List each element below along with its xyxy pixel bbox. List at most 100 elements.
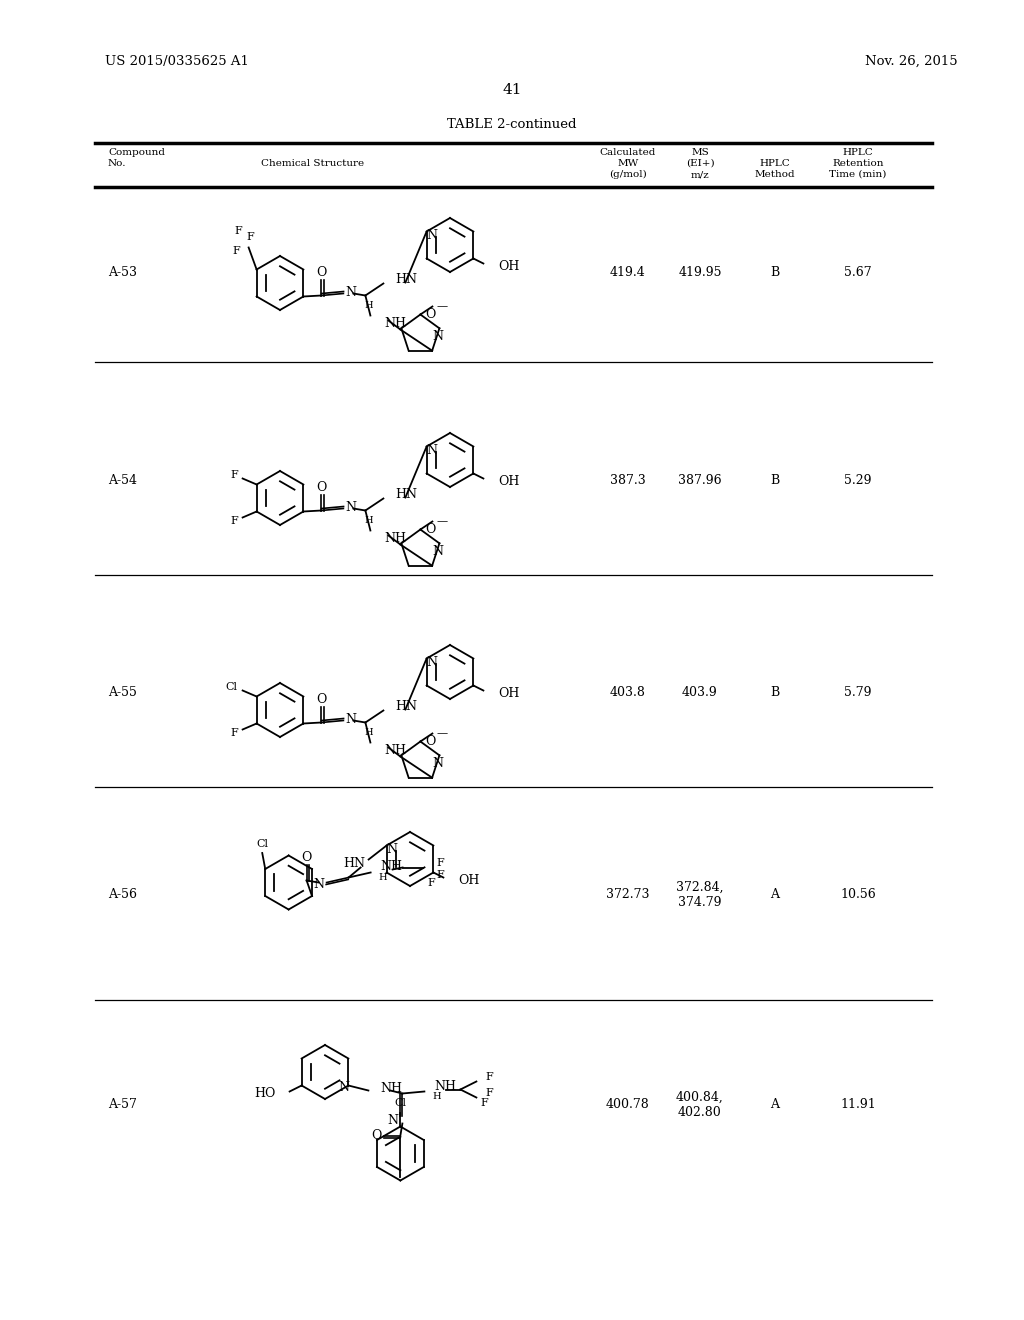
- Text: B: B: [770, 686, 779, 700]
- Text: F: F: [428, 879, 435, 888]
- Text: OH: OH: [459, 874, 480, 887]
- Text: 41: 41: [502, 83, 522, 96]
- Text: 10.56: 10.56: [840, 888, 876, 902]
- Text: Cl: Cl: [394, 1098, 407, 1109]
- Text: A: A: [770, 888, 779, 902]
- Text: 5.67: 5.67: [844, 265, 871, 279]
- Text: B: B: [770, 265, 779, 279]
- Text: A-54: A-54: [108, 474, 137, 487]
- Text: N: N: [345, 502, 356, 513]
- Text: H: H: [365, 516, 373, 525]
- Text: F: F: [485, 1088, 494, 1097]
- Text: NH: NH: [434, 1080, 457, 1093]
- Text: HN: HN: [344, 857, 366, 870]
- Text: 400.78: 400.78: [606, 1098, 650, 1111]
- Text: 5.29: 5.29: [844, 474, 871, 487]
- Text: —: —: [437, 301, 447, 312]
- Text: N: N: [387, 1114, 398, 1127]
- Text: 387.3: 387.3: [610, 474, 646, 487]
- Text: NH: NH: [384, 532, 407, 545]
- Text: N: N: [426, 656, 437, 669]
- Text: NH: NH: [384, 317, 407, 330]
- Text: F: F: [247, 232, 255, 243]
- Text: N: N: [345, 286, 356, 300]
- Text: A-53: A-53: [108, 265, 137, 279]
- Text: B: B: [770, 474, 779, 487]
- Text: MS: MS: [691, 148, 709, 157]
- Text: OH: OH: [499, 475, 520, 488]
- Text: HPLC: HPLC: [843, 148, 873, 157]
- Text: Compound: Compound: [108, 148, 165, 157]
- Text: Nov. 26, 2015: Nov. 26, 2015: [865, 55, 957, 69]
- Text: NH: NH: [380, 1082, 402, 1096]
- Text: 400.84,: 400.84,: [676, 1090, 724, 1104]
- Text: O: O: [425, 308, 435, 321]
- Text: 403.8: 403.8: [610, 686, 646, 700]
- Text: MW: MW: [617, 158, 639, 168]
- Text: 11.91: 11.91: [840, 1098, 876, 1111]
- Text: NH: NH: [384, 744, 407, 756]
- Text: H: H: [365, 301, 373, 310]
- Text: N: N: [432, 330, 443, 343]
- Text: Calculated: Calculated: [600, 148, 656, 157]
- Text: F: F: [232, 247, 241, 256]
- Text: OH: OH: [499, 686, 520, 700]
- Text: HPLC: HPLC: [760, 158, 791, 168]
- Text: —: —: [437, 516, 447, 527]
- Text: N: N: [386, 843, 397, 855]
- Text: O: O: [425, 523, 435, 536]
- Text: 402.80: 402.80: [678, 1106, 722, 1119]
- Text: m/z: m/z: [690, 170, 710, 180]
- Text: F: F: [436, 858, 444, 869]
- Text: H: H: [379, 873, 387, 882]
- Text: O: O: [316, 267, 327, 279]
- Text: N: N: [313, 878, 325, 891]
- Text: O: O: [425, 735, 435, 748]
- Text: F: F: [230, 470, 239, 479]
- Text: (EI+): (EI+): [686, 158, 715, 168]
- Text: O: O: [371, 1129, 382, 1142]
- Text: A-56: A-56: [108, 888, 137, 902]
- Text: O: O: [301, 851, 311, 865]
- Text: HN: HN: [395, 273, 418, 286]
- Text: N: N: [432, 545, 443, 558]
- Text: No.: No.: [108, 158, 127, 168]
- Text: 387.96: 387.96: [678, 474, 722, 487]
- Text: TABLE 2-continued: TABLE 2-continued: [447, 117, 577, 131]
- Text: OH: OH: [499, 260, 520, 273]
- Text: 5.79: 5.79: [844, 686, 871, 700]
- Text: 403.9: 403.9: [682, 686, 718, 700]
- Text: O: O: [316, 693, 327, 706]
- Text: US 2015/0335625 A1: US 2015/0335625 A1: [105, 55, 249, 69]
- Text: F: F: [485, 1072, 494, 1082]
- Text: N: N: [426, 444, 437, 457]
- Text: N: N: [432, 756, 443, 770]
- Text: A-57: A-57: [108, 1098, 137, 1111]
- Text: F: F: [436, 870, 444, 879]
- Text: A-55: A-55: [108, 686, 137, 700]
- Text: F: F: [230, 516, 239, 527]
- Text: Chemical Structure: Chemical Structure: [261, 158, 365, 168]
- Text: HN: HN: [395, 488, 418, 502]
- Text: 372.73: 372.73: [606, 888, 650, 902]
- Text: Cl: Cl: [225, 681, 238, 692]
- Text: Cl: Cl: [256, 840, 268, 849]
- Text: A: A: [770, 1098, 779, 1111]
- Text: F: F: [480, 1098, 488, 1109]
- Text: 372.84,: 372.84,: [676, 880, 724, 894]
- Text: NH: NH: [381, 861, 402, 873]
- Text: Method: Method: [755, 170, 796, 180]
- Text: 374.79: 374.79: [678, 896, 722, 909]
- Text: N: N: [338, 1081, 349, 1094]
- Text: 419.4: 419.4: [610, 265, 646, 279]
- Text: HO: HO: [254, 1086, 275, 1100]
- Text: (g/mol): (g/mol): [609, 170, 647, 180]
- Text: F: F: [234, 227, 243, 236]
- Text: 419.95: 419.95: [678, 265, 722, 279]
- Text: O: O: [316, 480, 327, 494]
- Text: H: H: [432, 1092, 441, 1101]
- Text: F: F: [230, 729, 239, 738]
- Text: —: —: [437, 729, 447, 738]
- Text: N: N: [426, 228, 437, 242]
- Text: N: N: [345, 713, 356, 726]
